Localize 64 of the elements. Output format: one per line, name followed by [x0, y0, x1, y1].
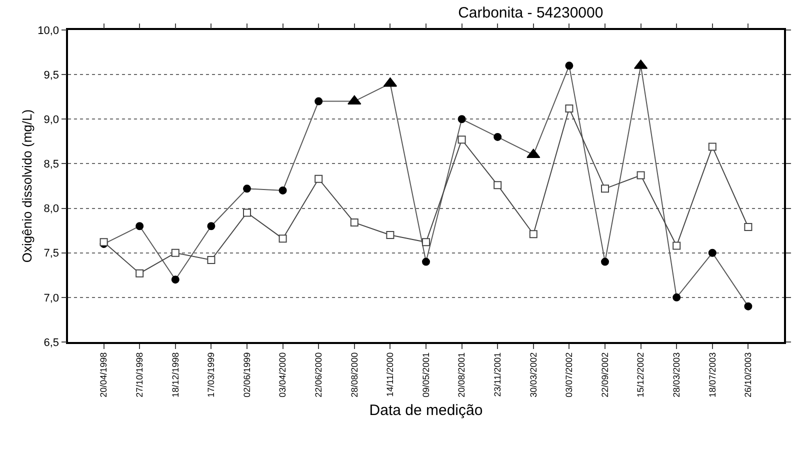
point	[422, 238, 430, 246]
chart-title: Carbonita - 54230000	[458, 4, 604, 22]
point	[636, 171, 645, 180]
x-tick-label: 30/03/2002	[528, 352, 538, 398]
x-tick-label: 09/05/2001	[420, 352, 431, 398]
x-tick-label: 14/11/2000	[385, 352, 396, 397]
point	[526, 148, 540, 158]
y-tick-label: 7,5	[44, 248, 60, 260]
point	[278, 234, 287, 243]
point	[386, 231, 394, 240]
point	[529, 230, 538, 238]
point	[350, 218, 358, 227]
x-axis-title: Data de medição	[369, 402, 483, 419]
point	[207, 256, 216, 264]
x-tick-label: 20/08/2001	[456, 352, 467, 398]
x-tick-label: 22/06/2000	[314, 352, 324, 398]
y-tick-label: 7,0	[44, 292, 60, 304]
x-tick-label: 20/04/1998	[98, 352, 109, 398]
point	[348, 95, 362, 105]
point	[672, 242, 681, 250]
x-tick-label: 02/06/1999	[242, 352, 252, 398]
point	[422, 258, 430, 266]
point	[494, 181, 502, 190]
point	[207, 222, 216, 230]
point	[243, 208, 251, 217]
point	[171, 248, 180, 257]
point	[494, 132, 502, 141]
point	[744, 302, 752, 310]
point	[171, 276, 180, 284]
x-tick-label: 26/10/2003	[743, 352, 754, 398]
x-tick-label: 03/04/2000	[278, 352, 288, 398]
x-tick-label: 28/08/2000	[349, 352, 360, 398]
point	[243, 184, 251, 193]
y-axis-title: Oxigênio dissolvido (mg/L)	[20, 109, 34, 263]
y-tick-label: 6,5	[44, 336, 60, 349]
y-tick-label: 9,5	[44, 69, 60, 82]
x-tick-label: 27/10/1998	[134, 352, 145, 398]
x-tick-label: 15/12/2002	[636, 352, 646, 398]
point	[458, 136, 466, 144]
point	[672, 293, 681, 302]
y-tick-label: 8,0	[44, 203, 60, 216]
point	[565, 62, 574, 70]
point	[136, 269, 144, 278]
point	[458, 115, 466, 124]
point	[136, 222, 144, 230]
point	[601, 184, 609, 193]
x-tick-label: 03/07/2002	[564, 352, 574, 398]
point	[744, 223, 752, 232]
point	[708, 142, 716, 151]
point	[708, 248, 716, 257]
point	[565, 104, 574, 112]
x-tick-label: 23/11/2001	[492, 352, 503, 397]
x-tick-label: 22/09/2002	[600, 352, 610, 398]
x-tick-label: 17/03/1999	[206, 352, 216, 398]
x-tick-label: 28/03/2003	[672, 352, 682, 398]
y-tick-label: 10,0	[38, 24, 60, 37]
y-tick-label: 9,0	[44, 114, 60, 126]
x-tick-label: 18/12/1998	[170, 352, 180, 398]
y-tick-label: 8,5	[44, 158, 60, 171]
point	[278, 186, 287, 194]
x-tick-label: 18/07/2003	[707, 352, 718, 398]
point	[314, 174, 323, 183]
point	[314, 97, 323, 106]
point	[601, 258, 609, 266]
